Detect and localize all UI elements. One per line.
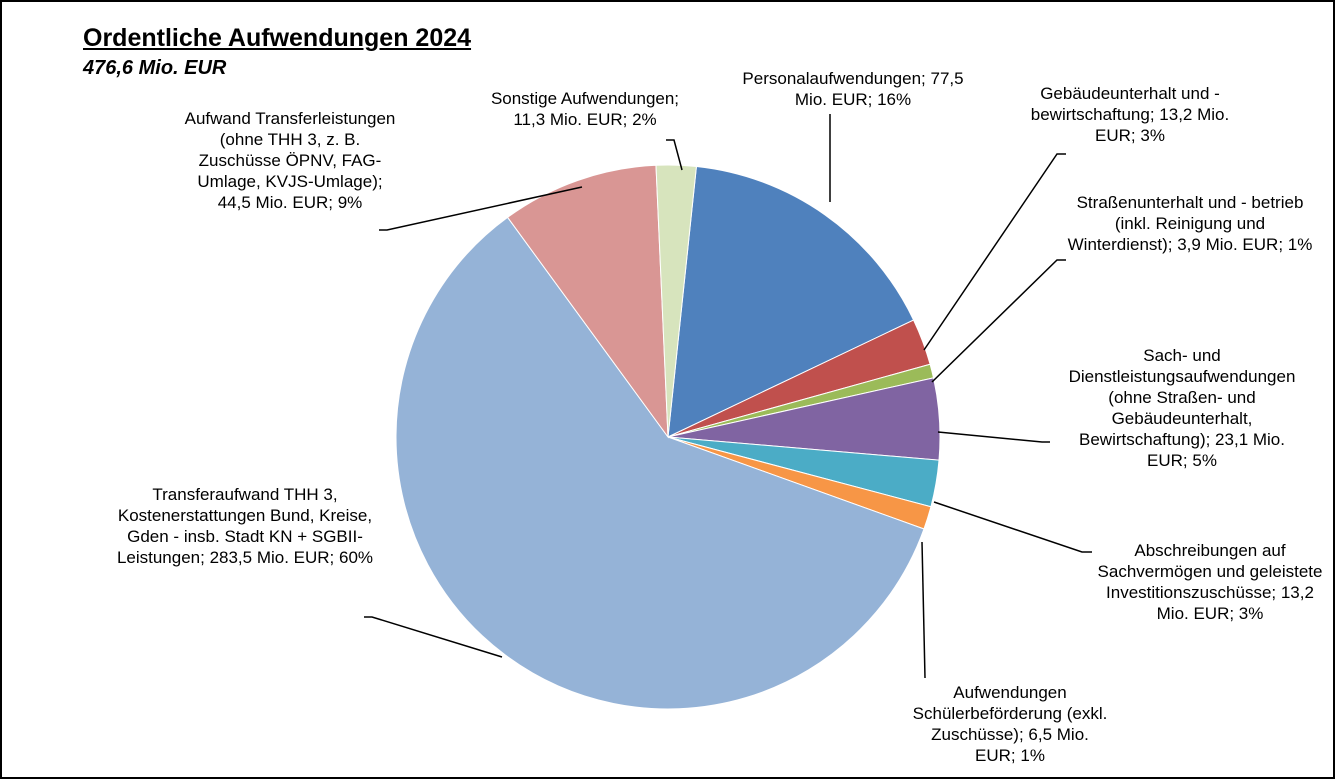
data-label: Aufwendungen Schülerbeförderung (exkl. Z…	[912, 683, 1108, 765]
data-label: Straßenunterhalt und - betrieb (inkl. Re…	[1067, 193, 1313, 254]
chart-title: Ordentliche Aufwendungen 2024	[83, 24, 472, 52]
leader-line	[933, 501, 1092, 553]
data-label: Aufwand Transferleistungen (ohne THH 3, …	[184, 109, 396, 212]
data-label: Gebäudeunterhalt und - bewirtschaftung; …	[1030, 84, 1230, 145]
data-label: Abschreibungen auf Sachvermögen und gele…	[1097, 541, 1323, 623]
leader-line	[364, 616, 503, 658]
data-label: Personalaufwendungen; 77,5 Mio. EUR; 16%	[742, 69, 964, 109]
leader-line	[921, 541, 926, 679]
leader-line	[937, 431, 1050, 443]
pie-slice	[655, 164, 697, 438]
leader-line	[379, 186, 583, 231]
chart-subtitle: 476,6 Mio. EUR	[83, 57, 227, 79]
pie-slice	[506, 164, 669, 439]
leader-line	[931, 259, 1066, 383]
leader-line	[666, 139, 683, 171]
pie-slice	[667, 165, 915, 438]
leader-line	[923, 153, 1066, 351]
pie-slice	[395, 216, 925, 710]
data-label: Sonstige Aufwendungen; 11,3 Mio. EUR; 2%	[490, 89, 680, 129]
data-label: Transferaufwand THH 3, Kostenerstattunge…	[116, 485, 374, 567]
data-label: Sach- und Dienstleistungsaufwendungen (o…	[1068, 346, 1296, 470]
